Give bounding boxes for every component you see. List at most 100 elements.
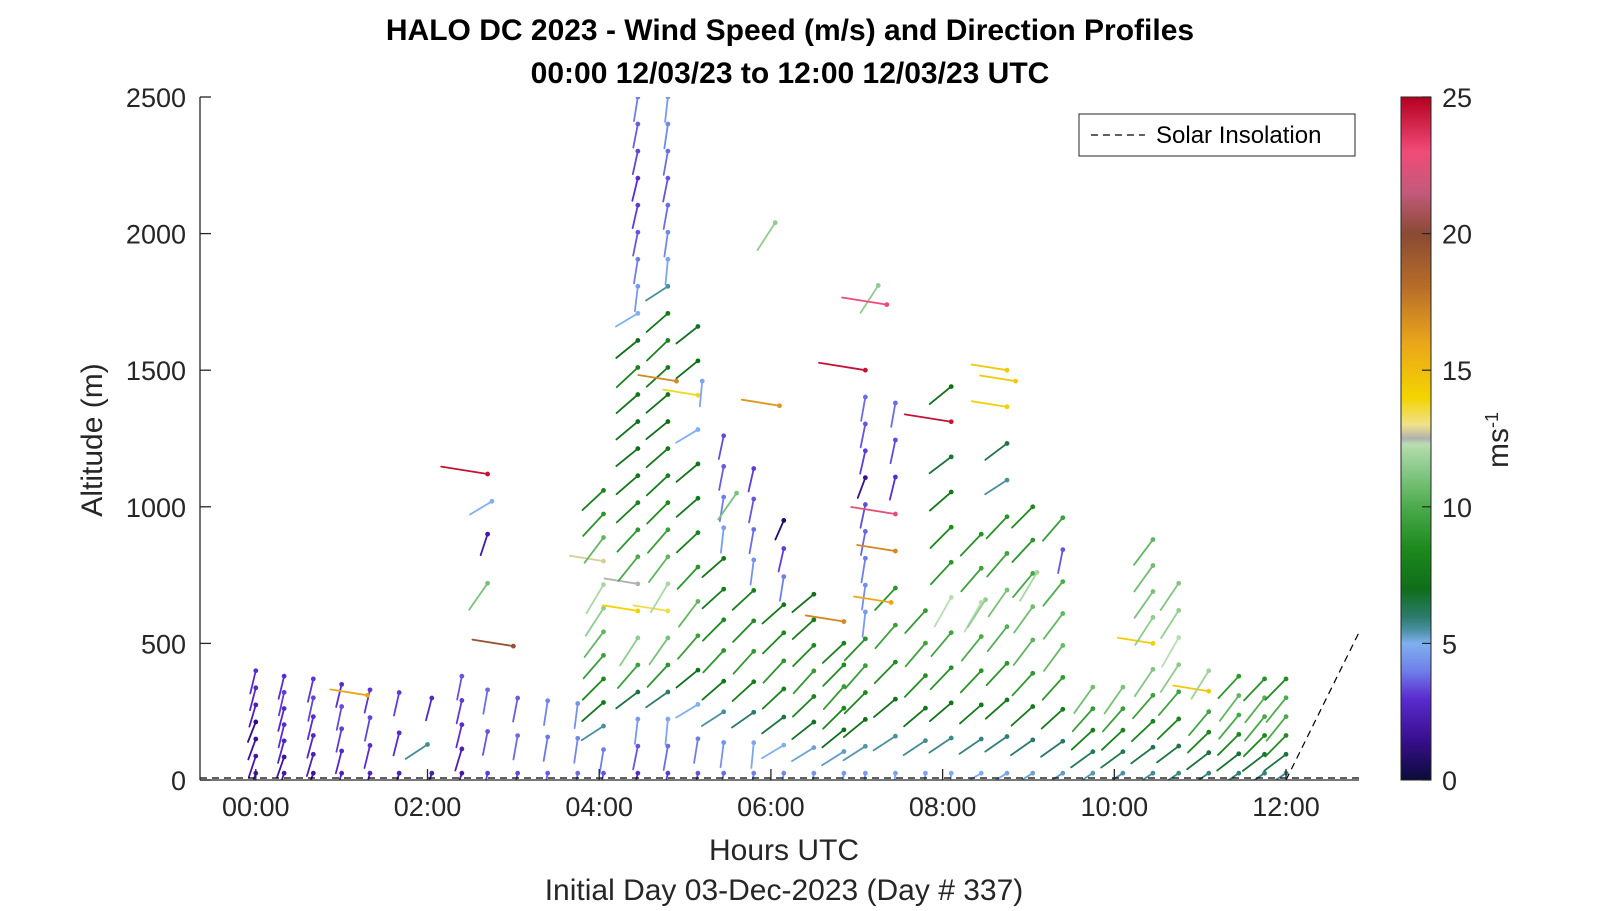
wind-barb-stick [860,530,867,556]
wind-barb-point [923,673,928,679]
wind-barb-stick [277,723,286,749]
wind-barb-point [665,419,671,424]
plot-background [200,97,1359,780]
wind-barb-point [695,324,701,329]
wind-barb-stick [646,664,669,688]
wind-barb-stick [615,312,639,328]
wind-barb-stick [959,703,983,725]
wind-barb-stick [573,702,579,730]
wind-barb-stick [645,691,669,709]
wind-barb-point [635,500,641,506]
wind-barb-point [635,283,641,289]
wind-barb-point [695,495,701,501]
wind-barb-point [699,378,705,384]
wind-barb-stick [1166,772,1180,780]
wind-barb-point [721,709,727,715]
wind-barb-stick [581,489,605,511]
wind-barb-point [1120,727,1126,733]
wind-barb-stick [631,150,639,176]
wind-barb-stick [1186,751,1210,771]
wind-barb-stick [512,734,519,761]
wind-barb-point [253,685,259,691]
wind-barb-stick [853,595,893,604]
wind-barb-stick [874,624,897,650]
wind-barb-stick [1071,707,1094,733]
wind-barb-point [721,648,727,653]
wind-barb-stick [582,654,605,680]
wind-barb-point [1060,611,1066,616]
wind-barb-point [695,667,701,673]
wind-barb-point [893,400,898,406]
wind-barb-stick [633,285,639,313]
wind-barb-point [721,433,727,439]
wind-barb-point [841,662,847,668]
wind-barb-point [781,770,787,776]
wind-barb-stick [676,566,699,590]
wind-barb-point [1150,589,1156,594]
wind-barb-point [1004,624,1010,630]
legend-box [1078,113,1356,157]
wind-barb-stick [617,555,639,582]
wind-barb-stick [791,746,815,763]
wind-barb-stick [583,630,605,658]
wind-barb-stick [1132,694,1154,720]
wind-barb-stick [637,374,678,383]
wind-barb-stick [902,739,927,756]
wind-barb-point [665,770,671,776]
wind-barb-point [253,753,259,759]
wind-barb-stick [662,204,669,230]
wind-barb-stick [581,678,605,701]
wind-barb-point [1176,662,1182,668]
wind-barb-point [635,148,641,154]
wind-barb-stick [1040,708,1064,730]
wind-barb-stick [645,447,669,469]
wind-barb-stick [582,513,605,537]
wind-barb-point [665,689,671,695]
wind-barb-stick [700,710,725,727]
wind-barb-point [695,564,701,570]
wind-barb-point [781,714,787,720]
wind-barb-stick [1010,705,1034,727]
wind-barb-point [1283,695,1289,701]
chart-subtitle: 00:00 12/03/23 to 12:00 12/03/23 UTC [531,57,1050,90]
wind-barb-stick [1130,746,1154,765]
wind-barb-point [635,527,641,533]
wind-barb-point [811,694,817,699]
wind-barb-point [665,716,671,722]
wind-barb-point [1004,770,1010,776]
wind-barb-point [1236,673,1242,679]
wind-barb-point [751,587,757,593]
wind-barb-point [665,229,671,235]
wind-barb-point [862,717,868,722]
wind-barb-point [751,496,757,502]
wind-barb-stick [1243,678,1266,702]
wind-barb-point [1120,706,1126,712]
wind-barb-stick [959,669,983,694]
wind-barb-point [510,643,516,649]
wind-barb-point [665,121,671,127]
wind-barb-point [1090,727,1096,733]
wind-barb-point [665,175,671,181]
wind-barb-point [635,716,641,722]
wind-barb-stick [717,434,725,460]
colorbar-tick-label: 20 [1442,220,1472,250]
wind-barb-point [635,175,641,181]
wind-barb-point [367,715,373,721]
wind-barb-stick [747,467,755,493]
wind-barb-stick [247,755,257,779]
wind-barb-stick [1244,715,1266,742]
wind-barb-point [948,524,954,530]
wind-barb-point [948,419,954,425]
wind-barb-point [674,378,679,384]
wind-barb-stick [633,718,639,745]
wind-barb-stick [585,583,605,615]
wind-barb-stick [425,697,433,722]
wind-barb-stick [675,703,699,719]
wind-barb-point [665,392,671,397]
wind-barb-stick [632,231,639,257]
wind-barb-stick [1040,740,1064,758]
wind-barb-point [862,609,868,615]
wind-barb-stick [841,296,888,306]
wind-barb-point [1236,693,1242,698]
